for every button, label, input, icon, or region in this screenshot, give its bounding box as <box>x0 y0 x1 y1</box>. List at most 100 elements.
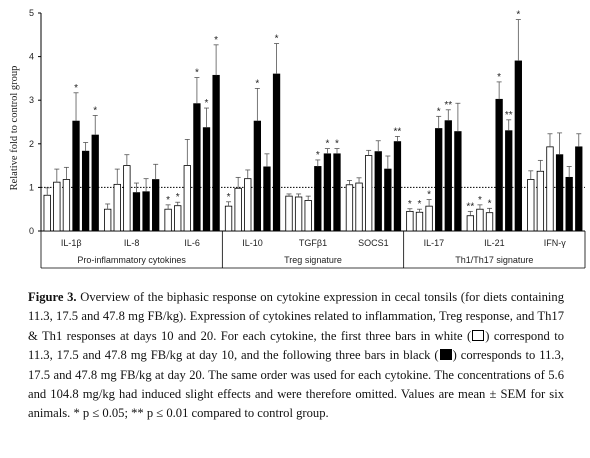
bar <box>304 200 312 232</box>
significance-marker: * <box>74 83 78 94</box>
bar <box>505 130 513 232</box>
bar <box>314 166 322 232</box>
bar <box>565 176 573 232</box>
bar <box>234 187 242 232</box>
significance-marker: * <box>325 139 329 150</box>
significance-marker: ** <box>505 110 513 121</box>
bar <box>224 205 233 232</box>
bar <box>345 184 354 232</box>
bar <box>272 73 281 232</box>
bar <box>91 134 99 232</box>
bar <box>43 194 51 232</box>
y-tick-label: 5 <box>29 8 34 18</box>
bar <box>72 120 80 232</box>
significance-marker: ** <box>394 126 402 137</box>
caption-text-2: ) correspond to 11.3, 17.5 and 47.8 mg F… <box>28 328 564 363</box>
x-tick-label: IL-6 <box>184 238 200 248</box>
bar <box>174 205 182 232</box>
bar <box>53 181 61 232</box>
bar <box>193 103 201 232</box>
bar <box>435 128 443 232</box>
significance-marker: * <box>166 195 170 206</box>
y-tick-label: 1 <box>29 182 34 192</box>
significance-marker: * <box>275 34 279 45</box>
group-label: Pro-inflammatory cytokines <box>77 255 186 265</box>
bar <box>425 205 433 232</box>
group-label: Th1/Th17 signature <box>455 255 533 265</box>
bar-chart: Relative fold to control group 012345**I… <box>9 8 586 269</box>
bar <box>81 150 90 232</box>
x-tick-label: IL-8 <box>124 238 140 248</box>
bar <box>164 208 172 232</box>
white-square-icon <box>472 329 485 341</box>
bar <box>183 165 191 232</box>
significance-marker: * <box>255 78 259 89</box>
bar <box>244 178 252 232</box>
caption-text-1: Overview of the biphasic response on cyt… <box>28 290 564 343</box>
bar <box>132 192 141 232</box>
x-tick-label: SOCS1 <box>358 238 389 248</box>
bar <box>253 120 262 232</box>
x-tick-label: IL-17 <box>424 238 445 248</box>
y-tick-label: 2 <box>29 139 34 149</box>
x-tick-label: TGFβ1 <box>299 238 327 248</box>
bar <box>294 196 303 232</box>
bar <box>113 183 121 232</box>
bar <box>444 120 452 232</box>
significance-marker: * <box>205 98 209 109</box>
bar <box>123 165 131 232</box>
significance-marker: * <box>335 139 339 150</box>
bar <box>527 179 535 232</box>
y-axis-label: Relative fold to control group <box>9 66 20 191</box>
y-tick-label: 4 <box>29 52 34 62</box>
bar <box>202 127 211 232</box>
significance-marker: * <box>418 199 422 210</box>
x-tick-label: IL-1β <box>61 238 82 248</box>
bar <box>263 166 271 232</box>
bar <box>546 146 554 232</box>
y-tick-label: 0 <box>29 226 34 236</box>
significance-marker: * <box>227 192 231 203</box>
bar <box>142 191 150 232</box>
x-tick-label: IL-10 <box>242 238 263 248</box>
significance-marker: * <box>176 192 180 203</box>
bar <box>374 151 382 232</box>
bar <box>62 179 71 232</box>
bar <box>384 168 392 232</box>
significance-marker: * <box>437 106 441 117</box>
significance-marker: * <box>214 35 218 46</box>
black-square-icon <box>439 349 452 361</box>
significance-marker: * <box>427 190 431 201</box>
significance-marker: * <box>478 195 482 206</box>
bar <box>355 182 363 232</box>
caption-label: Figure 3. <box>28 290 77 304</box>
significance-marker: * <box>93 105 97 116</box>
bar <box>555 154 564 232</box>
significance-marker: * <box>488 198 492 209</box>
bar <box>476 208 484 232</box>
bar <box>495 98 503 232</box>
bar <box>575 146 583 232</box>
bar <box>212 74 220 232</box>
group-label: Treg signature <box>284 255 342 265</box>
significance-marker: * <box>195 68 199 79</box>
figure-caption: Figure 3. Overview of the biphasic respo… <box>28 288 564 424</box>
y-tick-label: 3 <box>29 95 34 105</box>
significance-marker: * <box>316 150 320 161</box>
bar <box>536 170 545 232</box>
bar <box>406 210 414 232</box>
significance-marker: * <box>516 10 520 21</box>
bar <box>285 195 293 232</box>
bar <box>466 215 474 232</box>
caption-significance: * p ≤ 0.05; ** p ≤ 0.01 compared to cont… <box>73 406 329 421</box>
bar <box>323 153 332 232</box>
bar <box>104 208 112 232</box>
significance-marker: * <box>408 199 412 210</box>
significance-marker: * <box>497 72 501 83</box>
bar <box>454 131 462 232</box>
x-tick-label: IFN-γ <box>544 238 566 248</box>
bar <box>393 141 402 232</box>
bar <box>152 179 160 232</box>
significance-marker: ** <box>444 100 452 111</box>
